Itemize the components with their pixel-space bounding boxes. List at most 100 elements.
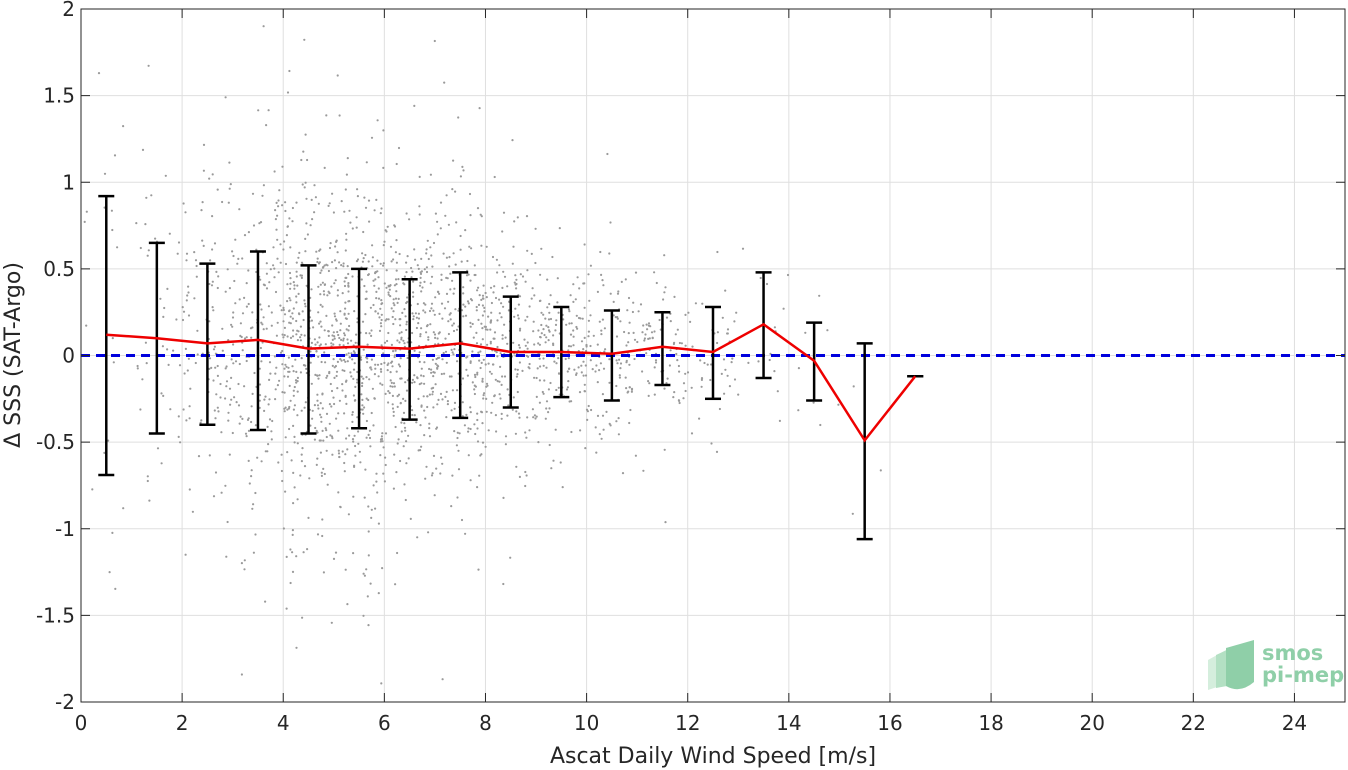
scatter-point: [430, 302, 434, 305]
scatter-point: [445, 390, 448, 393]
scatter-point: [548, 407, 551, 410]
scatter-point: [265, 262, 268, 265]
scatter-point: [194, 361, 197, 365]
scatter-point: [501, 337, 504, 340]
scatter-point: [343, 334, 346, 337]
scatter-point: [620, 280, 623, 283]
scatter-point: [469, 325, 472, 328]
scatter-point: [578, 391, 582, 394]
scatter-point: [548, 302, 551, 306]
scatter-point: [555, 319, 558, 322]
scatter-point: [370, 358, 373, 361]
scatter-point: [348, 434, 351, 437]
scatter-point: [542, 357, 545, 360]
scatter-point: [304, 305, 307, 308]
scatter-point: [678, 370, 681, 373]
scatter-point: [344, 188, 347, 191]
scatter-point: [434, 383, 437, 386]
scatter-point: [233, 396, 236, 399]
scatter-point: [380, 370, 383, 373]
scatter-point: [265, 272, 268, 275]
scatter-point: [319, 451, 322, 454]
scatter-point: [245, 305, 248, 308]
scatter-point: [212, 348, 216, 351]
scatter-point: [543, 333, 546, 337]
scatter-point: [445, 276, 448, 279]
scatter-point: [344, 276, 347, 279]
scatter-point: [267, 443, 270, 446]
scatter-point: [156, 447, 160, 450]
scatter-point: [292, 471, 295, 474]
scatter-point: [197, 455, 201, 458]
scatter-point: [362, 348, 365, 351]
y-tick-label-0: 2: [62, 0, 75, 21]
scatter-point: [390, 260, 393, 263]
scatter-point: [569, 345, 573, 348]
scatter-point: [456, 436, 459, 440]
scatter-point: [375, 480, 378, 483]
scatter-point: [384, 432, 388, 435]
scatter-point: [596, 290, 600, 293]
scatter-point: [608, 422, 611, 425]
scatter-point: [320, 420, 323, 423]
scatter-point: [419, 333, 422, 336]
scatter-point: [345, 379, 348, 382]
scatter-point: [617, 290, 620, 293]
scatter-point: [343, 369, 346, 372]
scatter-point: [224, 96, 227, 99]
scatter-point: [447, 320, 450, 323]
scatter-point: [330, 405, 333, 408]
scatter-point: [422, 302, 425, 305]
scatter-point: [279, 261, 282, 264]
scatter-point: [374, 367, 377, 370]
scatter-point: [292, 329, 295, 332]
scatter-point: [469, 406, 472, 409]
scatter-point: [535, 415, 538, 418]
scatter-point: [281, 349, 284, 353]
scatter-point: [481, 294, 485, 297]
scatter-point: [422, 395, 425, 398]
scatter-point: [309, 361, 312, 364]
scatter-point: [332, 343, 335, 346]
scatter-point: [403, 426, 407, 429]
scatter-point: [339, 329, 342, 332]
scatter-point: [473, 392, 476, 396]
scatter-point: [150, 194, 153, 197]
scatter-point: [331, 334, 334, 337]
scatter-point: [428, 367, 431, 371]
scatter-point: [225, 365, 228, 368]
scatter-point: [384, 392, 387, 395]
x-tick-label-3: 6: [378, 711, 391, 735]
scatter-point: [664, 286, 667, 289]
scatter-point: [663, 387, 666, 390]
scatter-point: [419, 449, 422, 452]
scatter-point: [301, 447, 304, 450]
scatter-point: [381, 440, 384, 443]
scatter-point: [367, 273, 370, 277]
scatter-point: [551, 255, 554, 259]
scatter-point: [227, 411, 230, 414]
scatter-point: [525, 436, 528, 439]
scatter-point: [245, 336, 248, 339]
scatter-point: [275, 201, 278, 204]
scatter-point: [247, 459, 250, 462]
scatter-point: [321, 266, 325, 269]
scatter-point: [331, 261, 334, 264]
scatter-point: [395, 269, 398, 272]
scatter-point: [379, 382, 382, 385]
scatter-point: [195, 275, 198, 278]
scatter-point: [567, 367, 571, 370]
scatter-point: [544, 317, 547, 320]
scatter-point: [403, 342, 406, 345]
scatter-point: [451, 279, 454, 282]
scatter-point: [347, 282, 350, 285]
scatter-point: [255, 248, 258, 251]
scatter-point: [372, 303, 375, 307]
scatter-point: [274, 290, 278, 294]
scatter-point: [369, 445, 372, 448]
scatter-point: [634, 454, 638, 457]
scatter-point: [554, 428, 557, 431]
scatter-point: [321, 305, 324, 308]
scatter-point: [445, 256, 448, 259]
scatter-point: [506, 342, 509, 345]
